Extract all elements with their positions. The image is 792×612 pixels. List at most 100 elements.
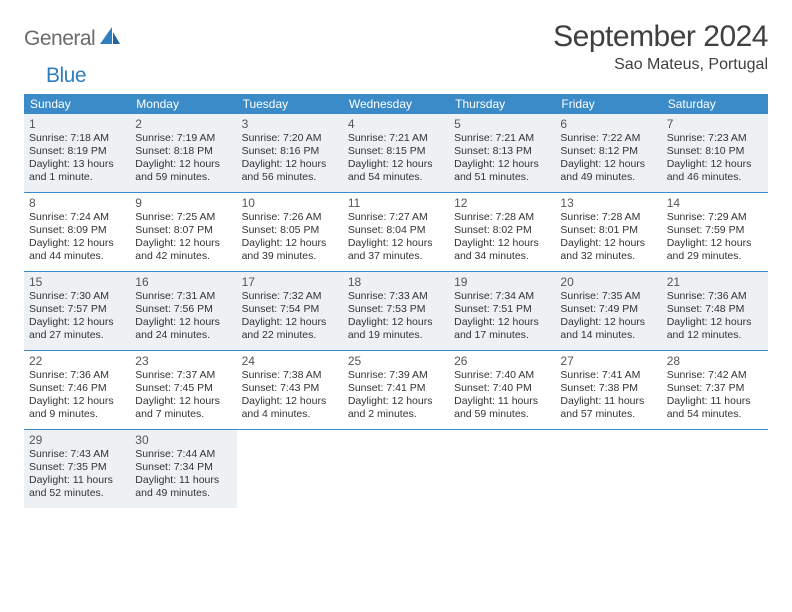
daylight-line: Daylight: 12 hours and 7 minutes. bbox=[135, 395, 231, 421]
sunset-line: Sunset: 8:01 PM bbox=[560, 224, 656, 237]
sunset-line: Sunset: 7:57 PM bbox=[29, 303, 125, 316]
sunset-line: Sunset: 8:12 PM bbox=[560, 145, 656, 158]
daylight-line: Daylight: 11 hours and 59 minutes. bbox=[454, 395, 550, 421]
sunset-line: Sunset: 7:46 PM bbox=[29, 382, 125, 395]
sunrise-line: Sunrise: 7:24 AM bbox=[29, 211, 125, 224]
daylight-line: Daylight: 12 hours and 51 minutes. bbox=[454, 158, 550, 184]
empty-cell bbox=[237, 430, 343, 508]
daylight-line: Daylight: 12 hours and 54 minutes. bbox=[348, 158, 444, 184]
sunrise-line: Sunrise: 7:39 AM bbox=[348, 369, 444, 382]
weekday-sat: Saturday bbox=[662, 94, 768, 114]
daylight-line: Daylight: 12 hours and 29 minutes. bbox=[667, 237, 763, 263]
weekday-mon: Monday bbox=[130, 94, 236, 114]
calendar-grid: Sunday Monday Tuesday Wednesday Thursday… bbox=[24, 94, 768, 508]
sunrise-line: Sunrise: 7:20 AM bbox=[242, 132, 338, 145]
sunset-line: Sunset: 7:56 PM bbox=[135, 303, 231, 316]
day-cell: 27Sunrise: 7:41 AMSunset: 7:38 PMDayligh… bbox=[555, 351, 661, 429]
day-cell: 13Sunrise: 7:28 AMSunset: 8:01 PMDayligh… bbox=[555, 193, 661, 271]
sunset-line: Sunset: 7:35 PM bbox=[29, 461, 125, 474]
daylight-line: Daylight: 12 hours and 19 minutes. bbox=[348, 316, 444, 342]
brand-sail-icon bbox=[99, 26, 121, 51]
day-number: 6 bbox=[560, 117, 656, 131]
sunrise-line: Sunrise: 7:32 AM bbox=[242, 290, 338, 303]
sunset-line: Sunset: 7:45 PM bbox=[135, 382, 231, 395]
day-cell: 22Sunrise: 7:36 AMSunset: 7:46 PMDayligh… bbox=[24, 351, 130, 429]
day-number: 9 bbox=[135, 196, 231, 210]
sunrise-line: Sunrise: 7:41 AM bbox=[560, 369, 656, 382]
sunset-line: Sunset: 7:59 PM bbox=[667, 224, 763, 237]
daylight-line: Daylight: 11 hours and 52 minutes. bbox=[29, 474, 125, 500]
day-cell: 10Sunrise: 7:26 AMSunset: 8:05 PMDayligh… bbox=[237, 193, 343, 271]
day-cell: 25Sunrise: 7:39 AMSunset: 7:41 PMDayligh… bbox=[343, 351, 449, 429]
sunset-line: Sunset: 8:05 PM bbox=[242, 224, 338, 237]
sunset-line: Sunset: 7:48 PM bbox=[667, 303, 763, 316]
day-number: 14 bbox=[667, 196, 763, 210]
empty-cell bbox=[555, 430, 661, 508]
sunset-line: Sunset: 8:09 PM bbox=[29, 224, 125, 237]
day-cell: 8Sunrise: 7:24 AMSunset: 8:09 PMDaylight… bbox=[24, 193, 130, 271]
daylight-line: Daylight: 12 hours and 12 minutes. bbox=[667, 316, 763, 342]
brand-part1: General bbox=[24, 27, 95, 51]
sunset-line: Sunset: 8:19 PM bbox=[29, 145, 125, 158]
day-cell: 29Sunrise: 7:43 AMSunset: 7:35 PMDayligh… bbox=[24, 430, 130, 508]
day-cell: 1Sunrise: 7:18 AMSunset: 8:19 PMDaylight… bbox=[24, 114, 130, 192]
sunrise-line: Sunrise: 7:26 AM bbox=[242, 211, 338, 224]
sunset-line: Sunset: 8:04 PM bbox=[348, 224, 444, 237]
daylight-line: Daylight: 12 hours and 42 minutes. bbox=[135, 237, 231, 263]
day-number: 30 bbox=[135, 433, 231, 447]
week-row: 1Sunrise: 7:18 AMSunset: 8:19 PMDaylight… bbox=[24, 114, 768, 193]
daylight-line: Daylight: 12 hours and 17 minutes. bbox=[454, 316, 550, 342]
sunset-line: Sunset: 7:37 PM bbox=[667, 382, 763, 395]
brand-part2: Blue bbox=[46, 64, 86, 88]
daylight-line: Daylight: 12 hours and 44 minutes. bbox=[29, 237, 125, 263]
calendar-page: General September 2024 Sao Mateus, Portu… bbox=[0, 0, 792, 528]
week-row: 29Sunrise: 7:43 AMSunset: 7:35 PMDayligh… bbox=[24, 430, 768, 508]
day-number: 17 bbox=[242, 275, 338, 289]
daylight-line: Daylight: 12 hours and 22 minutes. bbox=[242, 316, 338, 342]
sunrise-line: Sunrise: 7:30 AM bbox=[29, 290, 125, 303]
daylight-line: Daylight: 12 hours and 32 minutes. bbox=[560, 237, 656, 263]
day-cell: 4Sunrise: 7:21 AMSunset: 8:15 PMDaylight… bbox=[343, 114, 449, 192]
day-number: 10 bbox=[242, 196, 338, 210]
day-number: 2 bbox=[135, 117, 231, 131]
daylight-line: Daylight: 12 hours and 37 minutes. bbox=[348, 237, 444, 263]
daylight-line: Daylight: 12 hours and 39 minutes. bbox=[242, 237, 338, 263]
day-cell: 23Sunrise: 7:37 AMSunset: 7:45 PMDayligh… bbox=[130, 351, 236, 429]
day-number: 12 bbox=[454, 196, 550, 210]
day-cell: 12Sunrise: 7:28 AMSunset: 8:02 PMDayligh… bbox=[449, 193, 555, 271]
day-cell: 15Sunrise: 7:30 AMSunset: 7:57 PMDayligh… bbox=[24, 272, 130, 350]
sunrise-line: Sunrise: 7:27 AM bbox=[348, 211, 444, 224]
day-number: 23 bbox=[135, 354, 231, 368]
sunrise-line: Sunrise: 7:22 AM bbox=[560, 132, 656, 145]
week-row: 8Sunrise: 7:24 AMSunset: 8:09 PMDaylight… bbox=[24, 193, 768, 272]
sunrise-line: Sunrise: 7:43 AM bbox=[29, 448, 125, 461]
day-number: 16 bbox=[135, 275, 231, 289]
day-number: 28 bbox=[667, 354, 763, 368]
sunrise-line: Sunrise: 7:34 AM bbox=[454, 290, 550, 303]
sunrise-line: Sunrise: 7:23 AM bbox=[667, 132, 763, 145]
sunrise-line: Sunrise: 7:36 AM bbox=[29, 369, 125, 382]
daylight-line: Daylight: 13 hours and 1 minute. bbox=[29, 158, 125, 184]
day-cell: 9Sunrise: 7:25 AMSunset: 8:07 PMDaylight… bbox=[130, 193, 236, 271]
daylight-line: Daylight: 12 hours and 14 minutes. bbox=[560, 316, 656, 342]
sunset-line: Sunset: 7:34 PM bbox=[135, 461, 231, 474]
day-cell: 3Sunrise: 7:20 AMSunset: 8:16 PMDaylight… bbox=[237, 114, 343, 192]
day-cell: 28Sunrise: 7:42 AMSunset: 7:37 PMDayligh… bbox=[662, 351, 768, 429]
day-cell: 18Sunrise: 7:33 AMSunset: 7:53 PMDayligh… bbox=[343, 272, 449, 350]
day-cell: 6Sunrise: 7:22 AMSunset: 8:12 PMDaylight… bbox=[555, 114, 661, 192]
sunset-line: Sunset: 7:51 PM bbox=[454, 303, 550, 316]
day-cell: 20Sunrise: 7:35 AMSunset: 7:49 PMDayligh… bbox=[555, 272, 661, 350]
sunset-line: Sunset: 8:13 PM bbox=[454, 145, 550, 158]
sunset-line: Sunset: 8:15 PM bbox=[348, 145, 444, 158]
day-cell: 24Sunrise: 7:38 AMSunset: 7:43 PMDayligh… bbox=[237, 351, 343, 429]
sunset-line: Sunset: 7:49 PM bbox=[560, 303, 656, 316]
weekday-fri: Friday bbox=[555, 94, 661, 114]
day-number: 4 bbox=[348, 117, 444, 131]
sunrise-line: Sunrise: 7:21 AM bbox=[454, 132, 550, 145]
day-number: 3 bbox=[242, 117, 338, 131]
daylight-line: Daylight: 12 hours and 56 minutes. bbox=[242, 158, 338, 184]
sunset-line: Sunset: 7:43 PM bbox=[242, 382, 338, 395]
sunrise-line: Sunrise: 7:28 AM bbox=[560, 211, 656, 224]
sunrise-line: Sunrise: 7:33 AM bbox=[348, 290, 444, 303]
day-number: 18 bbox=[348, 275, 444, 289]
